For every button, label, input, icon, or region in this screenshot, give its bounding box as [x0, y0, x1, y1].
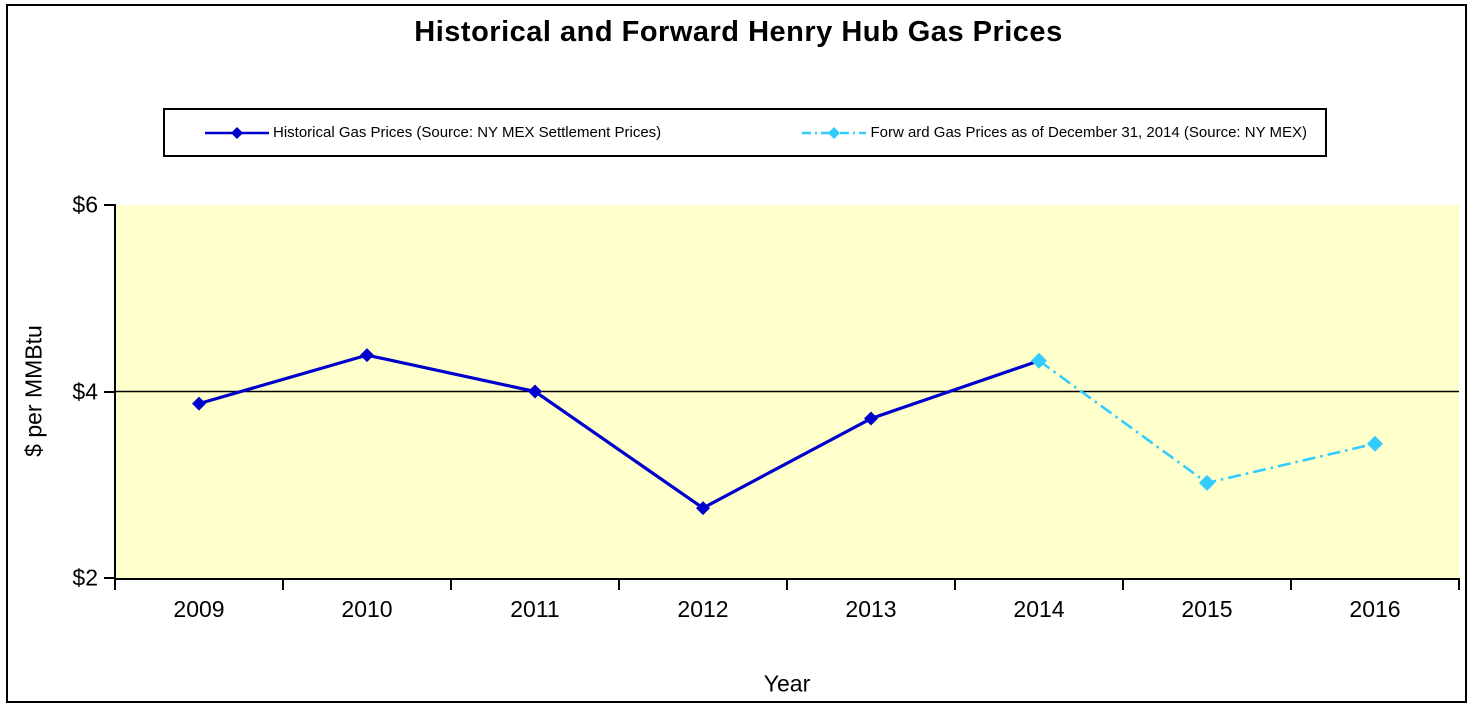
series-plot: [115, 348, 1459, 516]
y-axis-tick: [104, 390, 115, 393]
y-axis-tick: [104, 577, 115, 579]
x-axis-tick: [786, 580, 788, 590]
x-axis-tick: [114, 580, 116, 590]
legend-label-forward: Forw ard Gas Prices as of December 31, 2…: [870, 124, 1307, 141]
x-axis-tick: [450, 580, 452, 590]
y-tick-label: $6: [72, 191, 98, 218]
y-tick-label: $2: [72, 564, 98, 591]
x-axis-tick: [282, 580, 284, 590]
x-axis-title: Year: [763, 670, 811, 697]
y-axis-title: $ per MMBtu: [20, 325, 47, 457]
x-tick-label: 2012: [677, 596, 729, 622]
x-tick-label: 2015: [1181, 596, 1233, 622]
x-tick-label: 2009: [173, 596, 225, 622]
x-axis-tick: [1458, 580, 1460, 590]
x-axis-tick: [1290, 580, 1292, 590]
x-tick-label: 2013: [845, 596, 897, 622]
x-tick-label: 2011: [510, 596, 560, 622]
legend-item-forward[interactable]: Forw ard Gas Prices as of December 31, 2…: [802, 124, 1307, 141]
x-tick-label: 2016: [1349, 596, 1401, 622]
x-axis-tick: [1122, 580, 1124, 590]
y-tick-label: $4: [72, 378, 98, 404]
x-tick-label: 2010: [341, 596, 393, 622]
forward-series-line-icon: [802, 125, 867, 141]
x-axis-line: [114, 578, 1460, 580]
chart-title: Historical and Forward Henry Hub Gas Pri…: [414, 16, 1063, 48]
y-axis-tick: [104, 204, 115, 206]
x-tick-label: 2014: [1013, 596, 1065, 622]
x-axis-tick: [618, 580, 620, 590]
x-axis-tick: [954, 580, 956, 590]
legend-label-historical: Historical Gas Prices (Source: NY MEX Se…: [273, 124, 662, 141]
legend-item-historical[interactable]: Historical Gas Prices (Source: NY MEX Se…: [205, 124, 661, 141]
historical-series-line-icon: [205, 125, 269, 141]
legend[interactable]: Historical Gas Prices (Source: NY MEX Se…: [163, 108, 1327, 157]
